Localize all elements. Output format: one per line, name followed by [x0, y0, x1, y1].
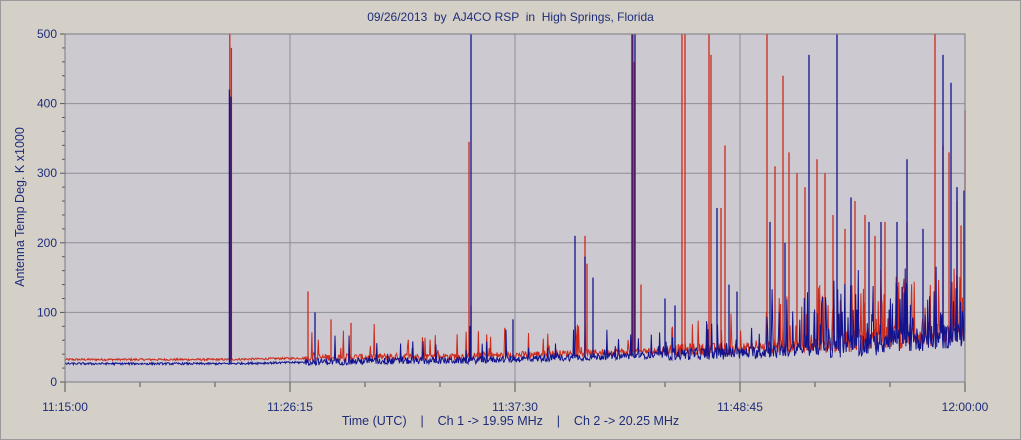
ch2-trace — [64, 266, 966, 367]
x-tick-label: 11:26:15 — [267, 400, 313, 414]
plot-border — [64, 33, 966, 383]
y-tick-label: 0 — [50, 375, 57, 389]
x-tick-label: 12:00:00 — [942, 400, 989, 414]
y-tick-label: 300 — [37, 166, 57, 180]
y-tick-label: 200 — [37, 236, 57, 250]
y-tick-label: 400 — [37, 97, 57, 111]
y-tick-labels: 0 100 200 300 400 500 — [37, 27, 57, 389]
x-tick-label: 11:15:00 — [42, 400, 88, 414]
x-tick-label: 11:37:30 — [492, 400, 538, 414]
chart-title: 09/26/2013 by AJ4CO RSP in High Springs,… — [367, 10, 654, 24]
y-tick-label: 500 — [37, 27, 57, 41]
x-axis-label: Time (UTC) | Ch 1 -> 19.95 MHz | Ch 2 ->… — [341, 414, 680, 428]
y-axis-label: Antenna Temp Deg. K x1000 — [13, 127, 27, 287]
x-tick-label: 11:48:45 — [717, 400, 763, 414]
x-tick-labels: 11:15:00 11:26:15 11:37:30 11:48:45 12:00:00 — [42, 400, 989, 414]
series-ch2 — [64, 34, 966, 367]
minor-ticks — [60, 33, 966, 392]
y-tick-label: 100 — [37, 305, 57, 319]
